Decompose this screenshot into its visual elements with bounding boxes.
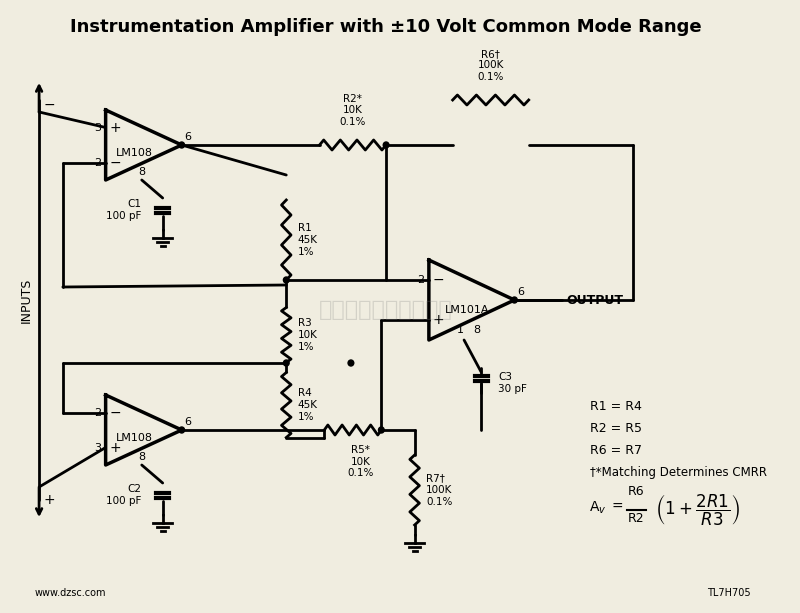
Text: −: −	[110, 406, 121, 419]
Text: INPUTS: INPUTS	[20, 277, 34, 322]
Text: −: −	[433, 273, 444, 287]
Text: R2*
10K
0.1%: R2* 10K 0.1%	[340, 94, 366, 127]
Text: +: +	[110, 121, 121, 134]
Text: 2: 2	[94, 158, 101, 167]
Text: +: +	[44, 493, 55, 507]
Text: 2: 2	[94, 408, 101, 417]
Text: 3: 3	[94, 123, 101, 132]
Circle shape	[179, 142, 185, 148]
Text: 6: 6	[185, 417, 191, 427]
Text: 3: 3	[94, 443, 101, 452]
Text: 1: 1	[457, 325, 464, 335]
Circle shape	[283, 360, 289, 366]
Text: 杭州好睿科技有限公司: 杭州好睿科技有限公司	[319, 300, 453, 320]
Text: R4
45K
1%: R4 45K 1%	[298, 389, 318, 422]
Text: =: =	[611, 500, 623, 514]
Text: OUTPUT: OUTPUT	[566, 294, 624, 306]
Text: R3
10K
1%: R3 10K 1%	[298, 318, 318, 352]
Text: R7†
100K
0.1%: R7† 100K 0.1%	[426, 473, 452, 506]
Text: +: +	[110, 441, 121, 454]
Text: R6 = R7: R6 = R7	[590, 444, 642, 457]
Text: 8: 8	[138, 452, 146, 462]
Text: R1 = R4: R1 = R4	[590, 400, 642, 413]
Text: 6: 6	[518, 287, 524, 297]
Text: C3
30 pF: C3 30 pF	[498, 372, 527, 394]
Text: LM108: LM108	[116, 148, 153, 158]
Text: R6†
100K
0.1%: R6† 100K 0.1%	[478, 49, 504, 82]
Text: TL7H705: TL7H705	[706, 588, 750, 598]
Circle shape	[283, 277, 289, 283]
Text: C2
100 pF: C2 100 pF	[106, 484, 142, 506]
Text: +: +	[433, 313, 444, 327]
Text: LM101A: LM101A	[445, 305, 489, 315]
Circle shape	[378, 427, 384, 433]
Text: R6: R6	[628, 485, 645, 498]
Text: −: −	[44, 98, 55, 112]
Text: 6: 6	[185, 132, 191, 142]
Text: †*Matching Determines CMRR: †*Matching Determines CMRR	[590, 466, 767, 479]
Text: R1
45K
1%: R1 45K 1%	[298, 223, 318, 257]
Text: LM108: LM108	[116, 433, 153, 443]
Text: 2: 2	[417, 275, 424, 285]
Text: R2 = R5: R2 = R5	[590, 422, 642, 435]
Text: −: −	[110, 156, 121, 170]
Text: 8: 8	[138, 167, 146, 177]
Circle shape	[383, 142, 389, 148]
Circle shape	[348, 360, 354, 366]
Circle shape	[179, 427, 185, 433]
Text: Instrumentation Amplifier with ±10 Volt Common Mode Range: Instrumentation Amplifier with ±10 Volt …	[70, 18, 702, 36]
Text: $\left( 1 + \dfrac{2R1}{R3} \right)$: $\left( 1 + \dfrac{2R1}{R3} \right)$	[655, 492, 740, 528]
Text: C1
100 pF: C1 100 pF	[106, 199, 142, 221]
Text: 8: 8	[473, 325, 480, 335]
Text: R2: R2	[628, 512, 645, 525]
Text: A$_v$: A$_v$	[589, 500, 606, 516]
Text: www.dzsc.com: www.dzsc.com	[34, 588, 106, 598]
Text: R5*
10K
0.1%: R5* 10K 0.1%	[347, 445, 374, 478]
Circle shape	[511, 297, 518, 303]
